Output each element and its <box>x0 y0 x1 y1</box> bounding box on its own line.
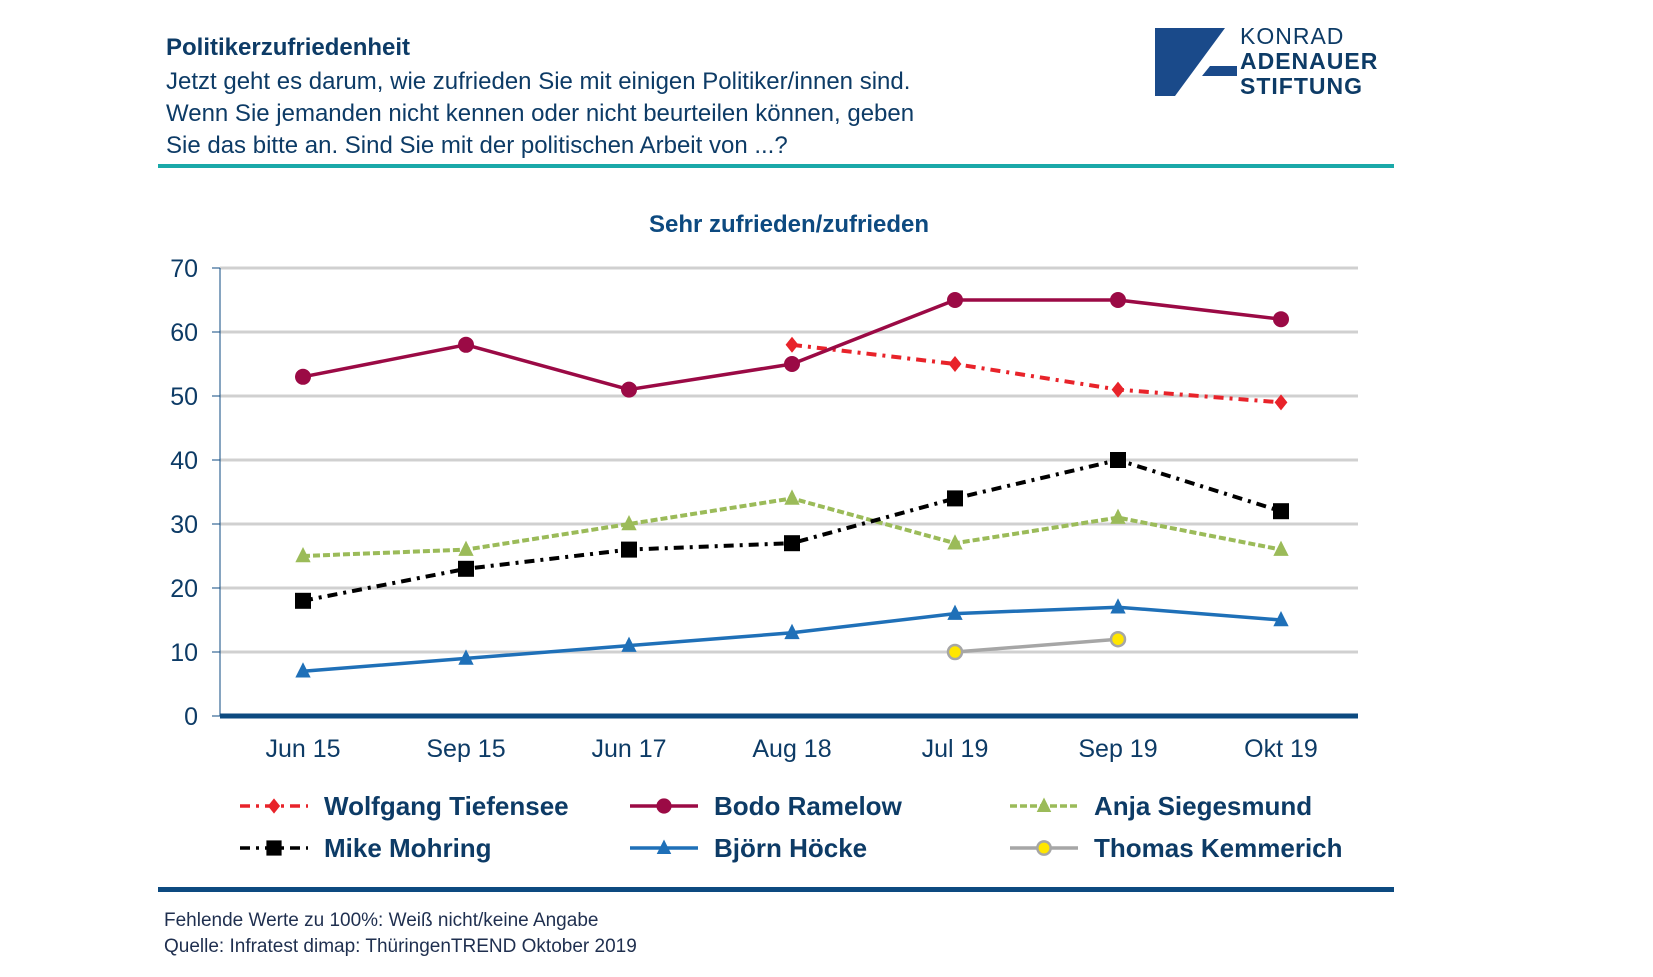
x-tick-label: Sep 19 <box>1078 735 1157 763</box>
legend-marker-thomas-kemmerich <box>1036 840 1052 856</box>
data-point-bj-rn-h-cke <box>947 604 963 620</box>
data-point-bj-rn-h-cke <box>621 636 637 652</box>
data-point-bj-rn-h-cke <box>784 623 800 640</box>
x-tick-label: Jun 15 <box>265 735 340 763</box>
data-point-mike-mohring <box>295 592 311 609</box>
logo-line: STIFTUNG <box>1240 73 1363 99</box>
legend-label-mike-mohring: Mike Mohring <box>324 833 492 863</box>
y-tick-label: 0 <box>184 703 198 731</box>
data-point-anja-siegesmund <box>621 515 637 531</box>
data-point-mike-mohring <box>1273 503 1289 520</box>
data-point-anja-siegesmund <box>784 489 800 505</box>
y-tick-label: 70 <box>170 255 198 283</box>
page-title: Politikerzufriedenheit <box>166 34 411 61</box>
data-point-wolfgang-tiefensee <box>1111 381 1125 398</box>
legend-marker-wolfgang-tiefensee <box>267 798 281 814</box>
data-point-bodo-ramelow <box>1110 292 1126 308</box>
data-point-anja-siegesmund <box>1110 508 1126 524</box>
data-point-mike-mohring <box>784 535 800 552</box>
data-point-bj-rn-h-cke <box>1110 598 1126 614</box>
legend-label-thomas-kemmerich: Thomas Kemmerich <box>1094 833 1343 863</box>
y-tick-label: 60 <box>170 319 198 347</box>
legend-marker-anja-siegesmund <box>1036 797 1052 812</box>
logo-wordmark: KONRAD ADENAUER STIFTUNG <box>1240 24 1378 99</box>
y-tick-label: 50 <box>170 383 198 411</box>
data-point-bodo-ramelow <box>621 381 637 398</box>
survey-question: Jetzt geht es darum, wie zufrieden Sie m… <box>166 66 1066 162</box>
footnote-missing-values: Fehlende Werte zu 100%: Weiß nicht/keine… <box>164 910 599 931</box>
data-point-mike-mohring <box>1110 452 1126 468</box>
data-point-bj-rn-h-cke <box>1273 611 1289 627</box>
data-point-thomas-kemmerich <box>1109 630 1127 648</box>
question-line: Wenn Sie jemanden nicht kennen oder nich… <box>166 100 915 127</box>
x-tick-label: Jun 17 <box>591 735 666 763</box>
data-point-anja-siegesmund <box>1273 540 1289 556</box>
data-point-wolfgang-tiefensee <box>948 356 962 372</box>
data-point-mike-mohring <box>458 560 474 577</box>
data-point-bodo-ramelow <box>947 292 963 308</box>
data-point-mike-mohring <box>621 541 637 558</box>
data-point-bodo-ramelow <box>1273 311 1289 328</box>
logo-line: KONRAD <box>1240 23 1345 49</box>
kas-logo-icon <box>1155 28 1237 96</box>
footnote-source: Quelle: Infratest dimap: ThüringenTREND … <box>164 936 637 957</box>
data-point-bj-rn-h-cke <box>458 649 474 665</box>
data-point-bodo-ramelow <box>784 356 800 372</box>
y-tick-label: 10 <box>170 639 198 667</box>
series-line-thomas-kemmerich <box>954 637 1119 654</box>
x-tick-label: Jul 19 <box>922 735 989 763</box>
logo-line: ADENAUER <box>1240 48 1379 74</box>
data-point-wolfgang-tiefensee <box>785 336 799 353</box>
question-line: Jetzt geht es darum, wie zufrieden Sie m… <box>166 68 911 95</box>
y-tick-label: 40 <box>170 447 198 475</box>
y-tick-label: 20 <box>170 575 198 603</box>
data-point-anja-siegesmund <box>947 534 963 550</box>
legend-marker-mike-mohring <box>266 840 282 856</box>
data-point-bj-rn-h-cke <box>295 662 311 678</box>
legend-marker-bj-rn-h-cke <box>656 839 672 854</box>
footer-divider <box>158 887 1394 892</box>
legend-label-wolfgang-tiefensee: Wolfgang Tiefensee <box>324 791 569 821</box>
series-line-bj-rn-h-cke <box>302 605 1282 673</box>
x-tick-label: Sep 15 <box>426 735 505 763</box>
legend-marker-bodo-ramelow <box>656 798 672 814</box>
legend-label-bodo-ramelow: Bodo Ramelow <box>714 791 903 821</box>
series-line-mike-mohring <box>302 457 1282 603</box>
data-point-anja-siegesmund <box>458 540 474 556</box>
data-point-anja-siegesmund <box>295 547 311 563</box>
data-point-bodo-ramelow <box>295 368 311 385</box>
data-point-wolfgang-tiefensee <box>1274 394 1288 411</box>
question-line: Sie das bitte an. Sind Sie mit der polit… <box>166 132 788 159</box>
x-tick-label: Okt 19 <box>1244 735 1318 763</box>
header-divider <box>158 164 1394 168</box>
x-tick-label: Aug 18 <box>752 735 831 763</box>
data-point-mike-mohring <box>947 490 963 507</box>
legend-label-anja-siegesmund: Anja Siegesmund <box>1094 791 1312 821</box>
data-point-bodo-ramelow <box>458 336 474 353</box>
series-line-wolfgang-tiefensee <box>791 342 1282 405</box>
data-point-thomas-kemmerich <box>946 643 964 661</box>
chart-title: Sehr zufrieden/zufrieden <box>649 211 929 238</box>
y-tick-label: 30 <box>170 511 198 539</box>
legend-label-bj-rn-h-cke: Björn Höcke <box>714 833 867 863</box>
